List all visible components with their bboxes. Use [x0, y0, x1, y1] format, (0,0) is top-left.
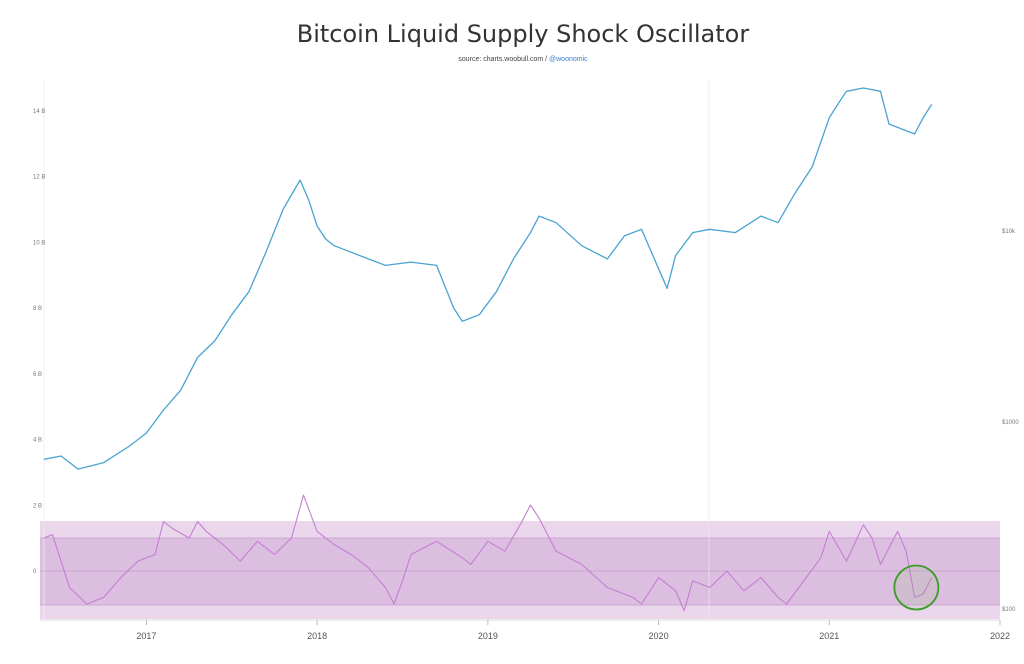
x-tick-label: 2018 — [307, 631, 327, 641]
oscillator-band-inner — [40, 538, 1000, 605]
source-text: source: charts.woobull.com / — [458, 56, 548, 63]
chart-title: Bitcoin Liquid Supply Shock Oscillator — [296, 20, 750, 48]
x-tick-label: 2021 — [819, 631, 839, 641]
left-tick-label: 4 B — [33, 438, 42, 444]
left-tick-label: 8 B — [33, 306, 42, 312]
left-tick-label: 6 B — [33, 372, 42, 378]
right-tick-label: $10k — [1002, 229, 1016, 235]
x-tick-label: 2020 — [649, 631, 669, 641]
x-tick-label: 2017 — [136, 631, 156, 641]
left-tick-label: 12 B — [33, 175, 45, 181]
x-tick-label: 2022 — [990, 631, 1010, 641]
right-tick-label: $1000 — [1002, 420, 1019, 426]
series-oscillator-line — [43, 494, 933, 612]
left-tick-label: 0 — [33, 569, 37, 575]
left-tick-label: 2 B — [33, 503, 42, 509]
chart-source: source: charts.woobull.com / @woonomic — [0, 56, 1024, 63]
source-handle[interactable]: @woonomic — [549, 56, 588, 63]
x-tick-label: 2019 — [478, 631, 498, 641]
left-tick-label: 10 B — [33, 240, 45, 246]
series-liquid-supply-line — [43, 87, 933, 470]
left-tick-label: 14 B — [33, 109, 45, 115]
right-tick-label: $100 — [1002, 607, 1016, 613]
highlight-circle — [893, 564, 940, 611]
